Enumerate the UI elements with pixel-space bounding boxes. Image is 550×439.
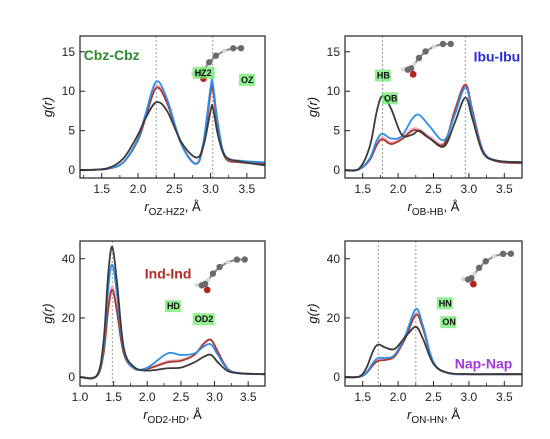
y-tick-label: 0	[333, 163, 340, 177]
x-tick-label: 2.5	[173, 390, 190, 404]
molecule-image	[194, 256, 248, 294]
atom-label: HN	[439, 298, 452, 308]
y-tick-label: 5	[333, 124, 340, 138]
x-tick-label: 2.5	[166, 182, 183, 196]
y-tick-label: 0	[68, 370, 75, 384]
x-axis-label: rOD2-HD, Å	[143, 407, 202, 426]
x-tick-label: 3.0	[461, 390, 478, 404]
atom-label-highlight	[164, 300, 181, 313]
atom-label: HZ2	[195, 68, 212, 78]
x-tick-label: 1.0	[72, 390, 89, 404]
x-axis-label: rOB-HB, Å	[408, 199, 460, 218]
atom-label-highlight	[440, 316, 457, 329]
y-axis-label: g(r)	[40, 303, 55, 323]
y-tick-label: 10	[327, 84, 341, 98]
x-tick-label: 3.5	[239, 182, 256, 196]
x-tick-label: 3.0	[202, 182, 219, 196]
y-tick-label: 0	[333, 370, 340, 384]
y-tick-label: 20	[327, 311, 341, 325]
atom-label: OD2	[195, 314, 214, 324]
series-line-4	[80, 82, 265, 172]
x-tick-label: 3.0	[206, 390, 223, 404]
atom-label-highlight	[192, 313, 215, 326]
x-axis-label: rOZ-HZ2, Å	[144, 199, 201, 218]
atom-label-highlight	[192, 66, 215, 79]
x-tick-label: 2.0	[139, 390, 156, 404]
atom-label: OZ	[241, 75, 254, 85]
x-tick-label: 3.5	[496, 390, 513, 404]
atom-label: HD	[167, 301, 180, 311]
atom-label-highlight	[374, 69, 391, 82]
system-label: Nap-Nap	[455, 356, 513, 372]
atom-label-highlight	[238, 73, 255, 86]
system-label: Ind-Ind	[145, 266, 192, 282]
system-label: Ibu-Ibu	[474, 49, 521, 65]
system-label: Cbz-Cbz	[84, 47, 140, 63]
x-tick-label: 3.5	[240, 390, 257, 404]
atom-label-highlight	[381, 92, 398, 105]
y-tick-label: 15	[62, 45, 76, 59]
x-tick-label: 1.5	[105, 390, 122, 404]
series-line-2	[80, 78, 265, 172]
x-tick-label: 3.5	[496, 182, 513, 196]
atom-label-highlight	[436, 297, 453, 310]
y-axis-label: g(r)	[305, 303, 320, 323]
panel-2: 1.5 2.0 2.5 3.0 3.5 0 5 10 15 g(r) rOB-HB, Å Ibu-Ib…	[305, 35, 523, 218]
series-line-3	[80, 84, 265, 172]
series-line-1	[345, 325, 522, 379]
y-tick-label: 20	[62, 311, 76, 325]
y-tick-label: 40	[327, 252, 341, 266]
x-tick-label: 2.0	[130, 182, 147, 196]
y-tick-label: 10	[62, 84, 76, 98]
x-tick-label: 2.0	[390, 182, 407, 196]
panel-3: 1.0 1.5 2.0 2.5 3.0 3.5 0 20 40 g(r) rOD2-HD, Å Ind…	[40, 240, 266, 426]
molecule-image	[460, 250, 515, 288]
panel-4: 1.5 2.0 2.5 3.0 3.5 0 20 40 g(r) rON-HN, Å Nap-Nap…	[305, 240, 523, 426]
atom-label: ON	[442, 317, 456, 327]
y-tick-label: 5	[68, 124, 75, 138]
x-tick-label: 2.5	[425, 390, 442, 404]
series-line-2	[345, 86, 522, 172]
plot-frame	[79, 240, 266, 387]
series-line-3	[345, 84, 522, 172]
x-tick-label: 1.5	[93, 182, 110, 196]
series-line-1	[80, 101, 265, 172]
x-tick-label: 2.5	[425, 182, 442, 196]
panel-1: 1.5 2.0 2.5 3.0 3.5 0 5 10 15 g(r) rOZ-HZ2, Å Cbz-C…	[40, 35, 266, 218]
x-axis-label: rON-HN, Å	[407, 407, 460, 426]
y-tick-label: 0	[68, 163, 75, 177]
atom-label: HB	[377, 71, 390, 81]
y-axis-label: g(r)	[40, 97, 55, 117]
atom-label: OB	[384, 93, 398, 103]
series-line-2	[80, 263, 265, 380]
x-tick-label: 1.5	[354, 390, 371, 404]
plot-frame	[79, 35, 266, 179]
x-tick-label: 2.0	[390, 390, 407, 404]
x-tick-label: 3.0	[461, 182, 478, 196]
molecule-image	[400, 40, 454, 78]
y-axis-label: g(r)	[305, 97, 320, 117]
series-line-3	[80, 288, 265, 379]
y-tick-label: 15	[327, 45, 341, 59]
y-tick-label: 40	[62, 252, 76, 266]
series-line-1	[80, 246, 265, 380]
x-tick-label: 1.5	[354, 182, 371, 196]
series-line-1	[345, 95, 522, 172]
